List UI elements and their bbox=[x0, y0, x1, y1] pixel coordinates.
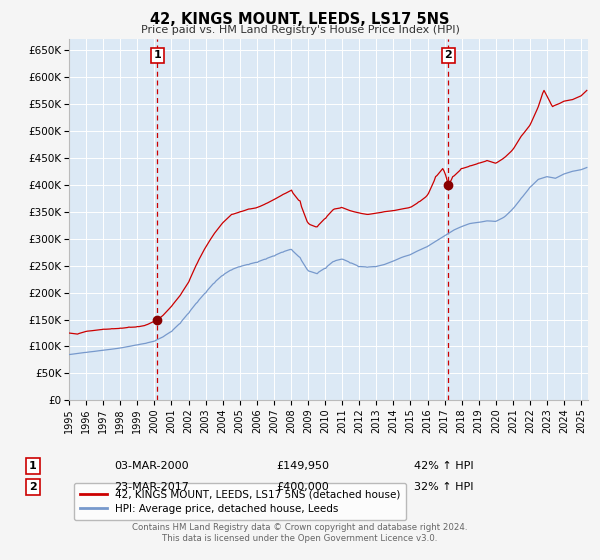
Text: 32% ↑ HPI: 32% ↑ HPI bbox=[414, 482, 473, 492]
Text: Contains HM Land Registry data © Crown copyright and database right 2024.: Contains HM Land Registry data © Crown c… bbox=[132, 523, 468, 532]
Text: 03-MAR-2000: 03-MAR-2000 bbox=[114, 461, 188, 471]
Text: 42, KINGS MOUNT, LEEDS, LS17 5NS: 42, KINGS MOUNT, LEEDS, LS17 5NS bbox=[150, 12, 450, 27]
Text: Price paid vs. HM Land Registry's House Price Index (HPI): Price paid vs. HM Land Registry's House … bbox=[140, 25, 460, 35]
Text: £400,000: £400,000 bbox=[276, 482, 329, 492]
Legend: 42, KINGS MOUNT, LEEDS, LS17 5NS (detached house), HPI: Average price, detached : 42, KINGS MOUNT, LEEDS, LS17 5NS (detach… bbox=[74, 483, 406, 520]
Text: 42% ↑ HPI: 42% ↑ HPI bbox=[414, 461, 473, 471]
Text: 23-MAR-2017: 23-MAR-2017 bbox=[114, 482, 189, 492]
Text: 1: 1 bbox=[29, 461, 37, 471]
Text: £149,950: £149,950 bbox=[276, 461, 329, 471]
Text: 2: 2 bbox=[29, 482, 37, 492]
Text: This data is licensed under the Open Government Licence v3.0.: This data is licensed under the Open Gov… bbox=[163, 534, 437, 543]
Text: 1: 1 bbox=[154, 50, 161, 60]
Text: 2: 2 bbox=[445, 50, 452, 60]
